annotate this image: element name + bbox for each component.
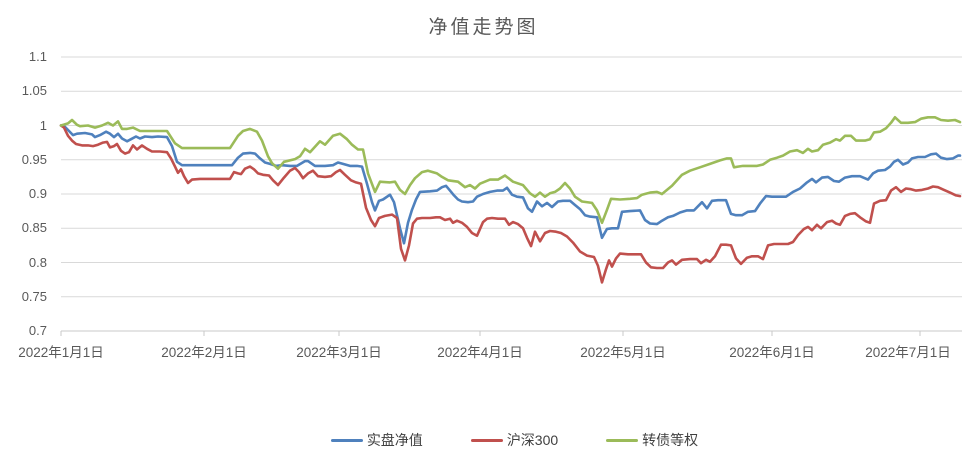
legend-item: 转债等权 <box>606 430 698 450</box>
y-tick-label: 0.85 <box>21 220 47 236</box>
y-tick-label: 0.95 <box>21 151 47 167</box>
y-tick-label: 0.9 <box>28 186 47 201</box>
y-tick-label: 1.05 <box>21 83 47 99</box>
legend-label: 转债等权 <box>642 432 699 448</box>
x-tick-label: 2022年5月1日 <box>580 345 666 360</box>
chart-legend: 实盘净值 沪深300 转债等权 <box>0 430 967 450</box>
legend-item: 沪深300 <box>470 430 559 450</box>
y-tick-label: 0.8 <box>28 254 47 270</box>
x-tick-label: 2022年6月1日 <box>729 345 815 360</box>
x-tick-label: 2022年3月1日 <box>296 345 382 360</box>
legend-label: 实盘净值 <box>366 432 423 448</box>
x-tick-label: 2022年1月1日 <box>18 345 104 360</box>
x-tick-label: 2022年4月1日 <box>437 345 523 360</box>
y-tick-label: 0.75 <box>21 288 47 304</box>
y-tick-label: 1 <box>39 117 47 133</box>
legend-line-swatch <box>606 438 639 442</box>
legend-item: 实盘净值 <box>330 430 423 450</box>
series-line-hs300 <box>59 124 962 284</box>
series-line-portfolio <box>59 124 962 245</box>
y-tick-label: 1.1 <box>28 49 47 64</box>
chart-title: 净值走势图 <box>428 17 539 38</box>
series-line-convertible <box>59 116 962 225</box>
x-tick-label: 2022年7月1日 <box>865 345 951 360</box>
legend-line-swatch <box>330 438 363 442</box>
x-tick-label: 2022年2月1日 <box>161 345 247 360</box>
y-tick-label: 0.7 <box>28 323 47 338</box>
legend-label: 沪深300 <box>506 432 559 448</box>
legend-line-swatch <box>470 438 503 442</box>
